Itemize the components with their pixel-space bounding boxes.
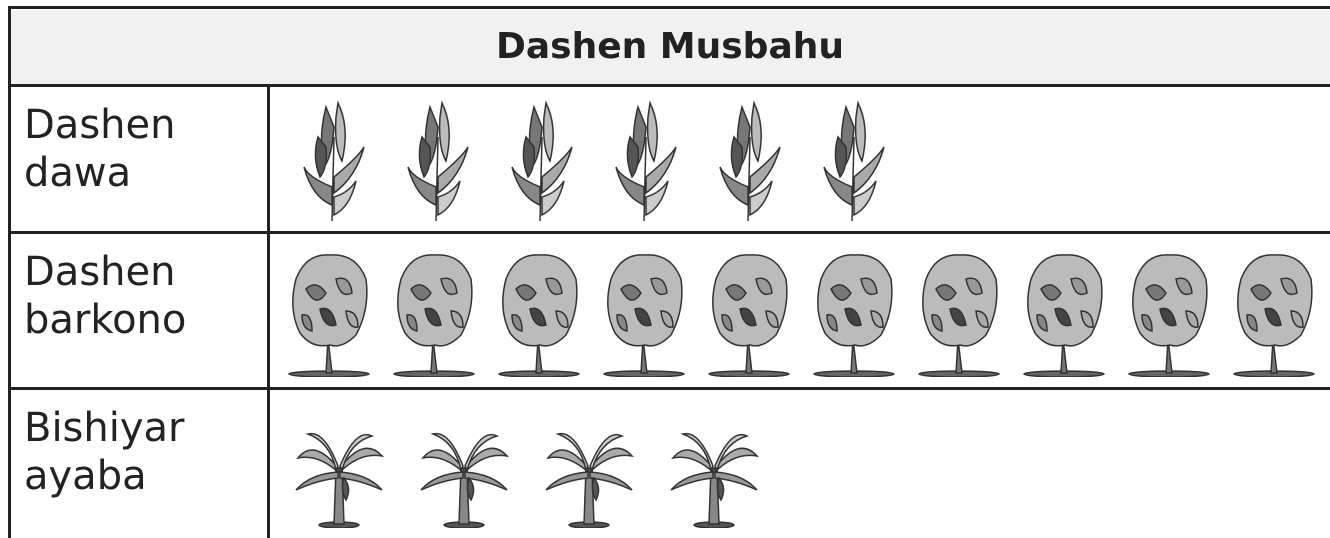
icon [714, 97, 818, 221]
icon [391, 249, 496, 377]
icon-graphic [545, 432, 634, 528]
icon [286, 249, 391, 377]
row-label: Bishiyar ayaba [24, 405, 185, 499]
icon-graphic [813, 254, 895, 377]
border [8, 6, 11, 538]
icon-graphic [1128, 254, 1210, 377]
icon [294, 428, 419, 528]
icon-graphic [918, 254, 1000, 377]
icon-graphic [420, 432, 509, 528]
icon [669, 428, 794, 528]
icon [298, 97, 402, 221]
icon-graphic [393, 254, 475, 377]
chart-title: Dashen Musbahu [10, 10, 1330, 84]
border [8, 84, 1330, 87]
icon-graphic [407, 100, 469, 221]
icon-graphic [603, 254, 685, 377]
icon [610, 97, 714, 221]
icon [496, 249, 601, 377]
icon-graphic [511, 100, 573, 221]
icon-graphic [498, 254, 580, 377]
border [267, 86, 270, 538]
icon-graphic [719, 100, 781, 221]
icon-graphic [670, 432, 759, 528]
icon-row [286, 249, 1330, 377]
icon [506, 97, 610, 221]
icon-graphic [615, 100, 677, 221]
row-label: Dashen dawa [24, 102, 176, 196]
row-label: Dashen barkono [24, 249, 187, 343]
icon [1231, 249, 1330, 377]
icon-graphic [295, 432, 384, 528]
icon [818, 97, 922, 221]
border [8, 231, 1330, 234]
icon [544, 428, 669, 528]
icon [706, 249, 811, 377]
icon [601, 249, 706, 377]
icon [1126, 249, 1231, 377]
icon [1021, 249, 1126, 377]
icon-graphic [303, 100, 365, 221]
icon-graphic [823, 100, 885, 221]
icon-row [294, 428, 794, 528]
icon [419, 428, 544, 528]
icon [811, 249, 916, 377]
icon-graphic [1233, 254, 1315, 377]
icon-row [298, 97, 922, 221]
icon [916, 249, 1021, 377]
icon-graphic [708, 254, 790, 377]
icon-graphic [1023, 254, 1105, 377]
border [8, 6, 1330, 9]
border [8, 387, 1330, 390]
icon-graphic [288, 254, 370, 377]
icon [402, 97, 506, 221]
